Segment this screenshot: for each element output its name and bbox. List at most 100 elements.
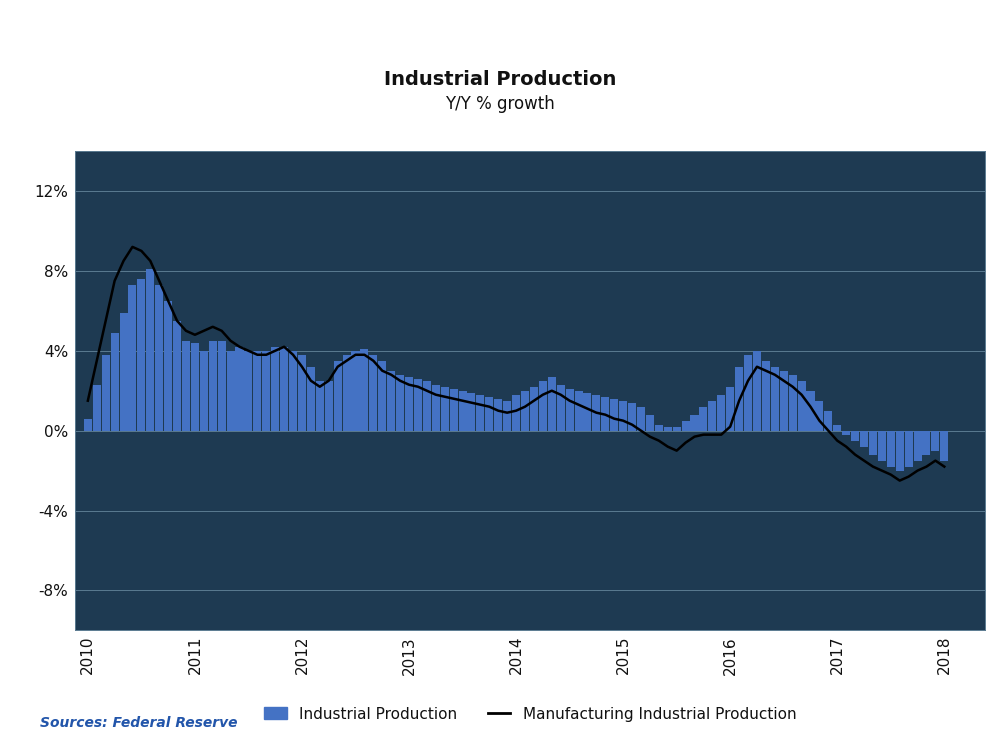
Bar xyxy=(334,361,342,430)
Bar xyxy=(860,430,868,447)
Bar xyxy=(262,351,270,430)
Bar xyxy=(316,381,324,430)
Bar xyxy=(360,349,368,430)
Bar xyxy=(646,414,654,430)
Bar xyxy=(798,381,806,430)
Bar xyxy=(289,351,297,430)
Bar xyxy=(343,355,351,430)
Bar xyxy=(628,402,636,430)
Bar xyxy=(824,411,832,430)
Legend: Industrial Production, Manufacturing Industrial Production: Industrial Production, Manufacturing Ind… xyxy=(258,701,802,728)
Bar xyxy=(298,355,306,430)
Bar xyxy=(922,430,930,455)
Bar xyxy=(931,430,939,451)
Bar xyxy=(155,285,163,430)
Bar xyxy=(806,391,815,430)
Bar xyxy=(369,355,377,430)
Bar xyxy=(209,341,217,430)
Bar xyxy=(441,387,449,430)
Bar xyxy=(592,395,600,430)
Bar xyxy=(432,385,440,430)
Bar xyxy=(503,401,511,430)
Bar xyxy=(387,371,395,430)
Bar xyxy=(583,393,591,430)
Bar xyxy=(601,396,609,430)
Bar xyxy=(833,424,841,430)
Bar xyxy=(619,401,627,430)
Bar xyxy=(351,351,360,430)
Bar xyxy=(878,430,886,461)
Bar xyxy=(128,285,136,430)
Bar xyxy=(780,371,788,430)
Bar xyxy=(459,391,467,430)
Bar xyxy=(191,343,199,430)
Bar xyxy=(655,424,663,430)
Bar xyxy=(735,367,743,430)
Bar xyxy=(815,401,823,430)
Bar xyxy=(467,393,475,430)
Bar xyxy=(325,381,333,430)
Bar xyxy=(476,395,484,430)
Bar xyxy=(673,427,681,430)
Bar xyxy=(102,355,110,430)
Bar xyxy=(423,381,431,430)
Bar xyxy=(93,385,101,430)
Bar xyxy=(280,347,288,430)
Bar xyxy=(200,351,208,430)
Bar xyxy=(120,313,128,430)
Bar xyxy=(682,421,690,430)
Bar xyxy=(244,351,252,430)
Bar xyxy=(235,347,244,430)
Bar xyxy=(111,333,119,430)
Bar xyxy=(227,351,235,430)
Bar xyxy=(914,430,922,461)
Bar xyxy=(610,399,618,430)
Bar xyxy=(762,361,770,430)
Bar xyxy=(137,279,145,430)
Bar xyxy=(271,347,279,430)
Bar xyxy=(218,341,226,430)
Bar xyxy=(708,401,716,430)
Bar xyxy=(869,430,877,455)
Bar xyxy=(182,341,190,430)
Text: Y/Y % growth: Y/Y % growth xyxy=(445,95,555,113)
Bar xyxy=(548,377,556,430)
Bar xyxy=(744,355,752,430)
Bar xyxy=(84,419,92,430)
Bar xyxy=(414,379,422,430)
Bar xyxy=(396,374,404,430)
Bar xyxy=(690,414,699,430)
Bar xyxy=(637,407,645,430)
Bar xyxy=(530,387,538,430)
Text: Sources: Federal Reserve: Sources: Federal Reserve xyxy=(40,716,238,730)
Bar xyxy=(405,377,413,430)
Bar xyxy=(753,351,761,430)
Text: Industrial Production: Industrial Production xyxy=(384,69,616,89)
Bar xyxy=(164,300,172,430)
Bar xyxy=(726,387,734,430)
Bar xyxy=(146,269,154,430)
Bar xyxy=(539,381,547,430)
Bar xyxy=(485,396,493,430)
Bar xyxy=(557,385,565,430)
Bar xyxy=(494,399,502,430)
Bar xyxy=(253,351,261,430)
Bar xyxy=(842,430,850,435)
Bar xyxy=(940,430,948,461)
Bar xyxy=(512,395,520,430)
Bar xyxy=(521,391,529,430)
Bar xyxy=(851,430,859,441)
Bar xyxy=(378,361,386,430)
Bar xyxy=(771,367,779,430)
Bar xyxy=(307,367,315,430)
Bar xyxy=(905,430,913,467)
Bar xyxy=(896,430,904,470)
Bar xyxy=(575,391,583,430)
Bar xyxy=(664,427,672,430)
Bar xyxy=(887,430,895,467)
Bar xyxy=(450,389,458,430)
Bar xyxy=(699,407,707,430)
Bar xyxy=(717,395,725,430)
Bar xyxy=(566,389,574,430)
Bar xyxy=(173,321,181,430)
